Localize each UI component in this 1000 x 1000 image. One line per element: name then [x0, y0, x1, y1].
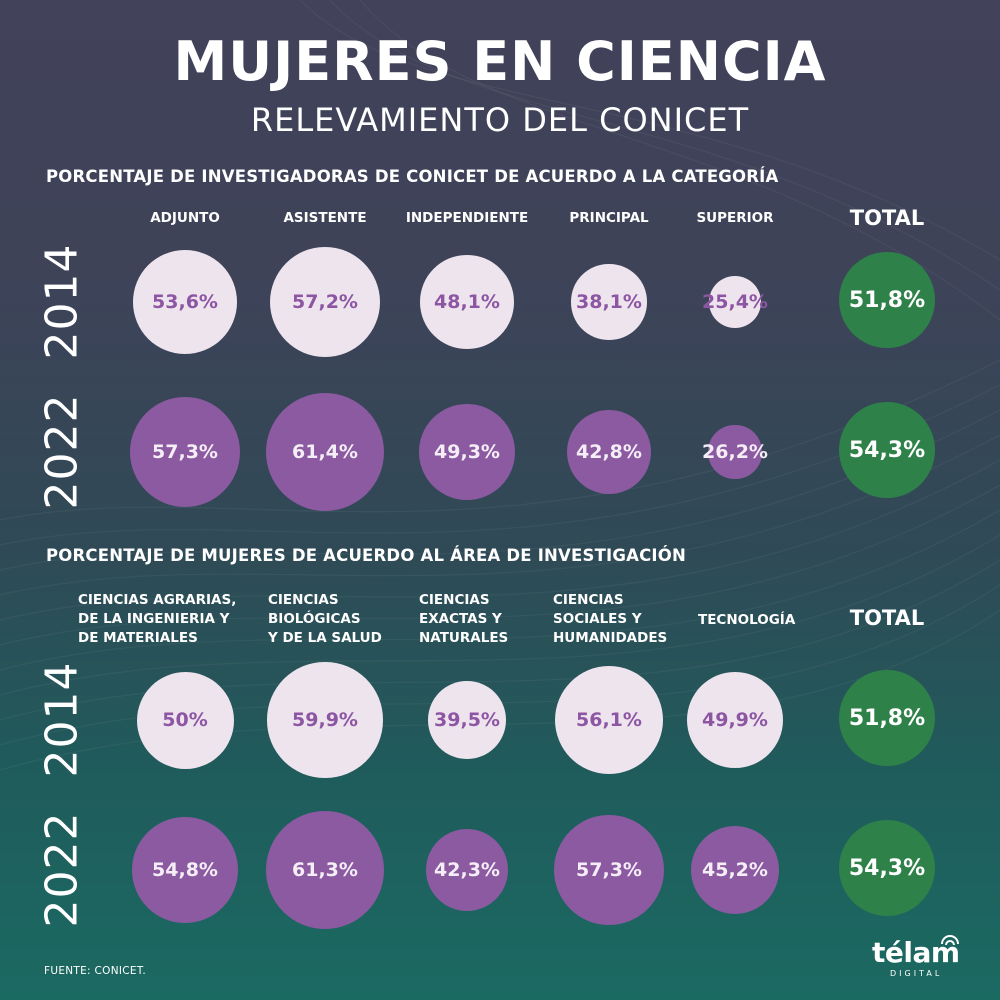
logo-sub: DIGITAL — [890, 969, 943, 978]
telam-logo: télam DIGITAL — [872, 935, 972, 986]
column-header: ASISTENTE — [283, 210, 367, 226]
value-bubble: 57,2% — [269, 246, 381, 358]
total-bubble: 54,3% — [839, 402, 935, 498]
total-header: TOTAL — [849, 206, 925, 230]
value-bubble: 59,9% — [267, 662, 383, 778]
value-bubble: 45,2% — [690, 825, 780, 915]
page-title: MUJERES EN CIENCIA — [173, 30, 827, 93]
value-bubble: 49,9% — [686, 671, 784, 769]
total-bubble: 51,8% — [839, 252, 935, 348]
value-bubble: 57,3% — [129, 396, 241, 508]
section-title-area: PORCENTAJE DE MUJERES DE ACUERDO AL ÁREA… — [46, 546, 686, 565]
column-header: CIENCIAS AGRARIAS, DE LA INGENIERIA Y DE M… — [78, 592, 237, 646]
logo-word: télam — [872, 936, 960, 969]
value-bubble: 49,3% — [419, 404, 515, 500]
value-bubble: 38,1% — [571, 264, 647, 340]
value-bubble: 54,8% — [132, 817, 238, 923]
column-header: CIENCIAS BIOLÓGICAS Y DE LA SALUD — [268, 592, 382, 646]
total-bubble: 54,3% — [839, 820, 935, 916]
section-title-categoria: PORCENTAJE DE INVESTIGADORAS DE CONICET … — [46, 167, 779, 186]
source-note: FUENTE: CONICET. — [44, 965, 146, 977]
column-header: ADJUNTO — [150, 210, 220, 226]
total-bubble: 51,8% — [839, 670, 935, 766]
value-bubble: 26,2% — [702, 425, 768, 479]
value-bubble: 50% — [136, 671, 234, 769]
column-header: TECNOLOGÍA — [698, 612, 796, 628]
page-subtitle: RELEVAMIENTO DEL CONICET — [250, 101, 750, 139]
value-bubble: 57,3% — [553, 814, 665, 926]
value-bubble: 42,3% — [425, 828, 509, 912]
year-label: 2014 — [36, 243, 88, 360]
value-bubble: 48,1% — [420, 255, 514, 349]
value-bubble: 61,3% — [266, 811, 384, 929]
value-bubble: 61,4% — [266, 393, 384, 511]
column-header: INDEPENDIENTE — [405, 210, 529, 226]
value-bubble: 25,4% — [702, 276, 768, 328]
total-header: TOTAL — [849, 606, 925, 630]
value-bubble: 42,8% — [567, 410, 651, 494]
value-bubble: 56,1% — [554, 665, 664, 775]
column-header: SUPERIOR — [696, 210, 774, 226]
year-label: 2022 — [36, 393, 88, 510]
value-bubble: 39,5% — [428, 681, 506, 759]
column-header: CIENCIAS SOCIALES Y HUMANIDADES — [553, 592, 668, 646]
column-header: PRINCIPAL — [569, 210, 649, 226]
signal-icon — [941, 935, 959, 946]
year-label: 2022 — [36, 811, 88, 928]
column-header: CIENCIAS EXACTAS Y NATURALES — [419, 592, 509, 646]
value-bubble: 53,6% — [133, 250, 237, 354]
year-label: 2014 — [36, 661, 88, 778]
